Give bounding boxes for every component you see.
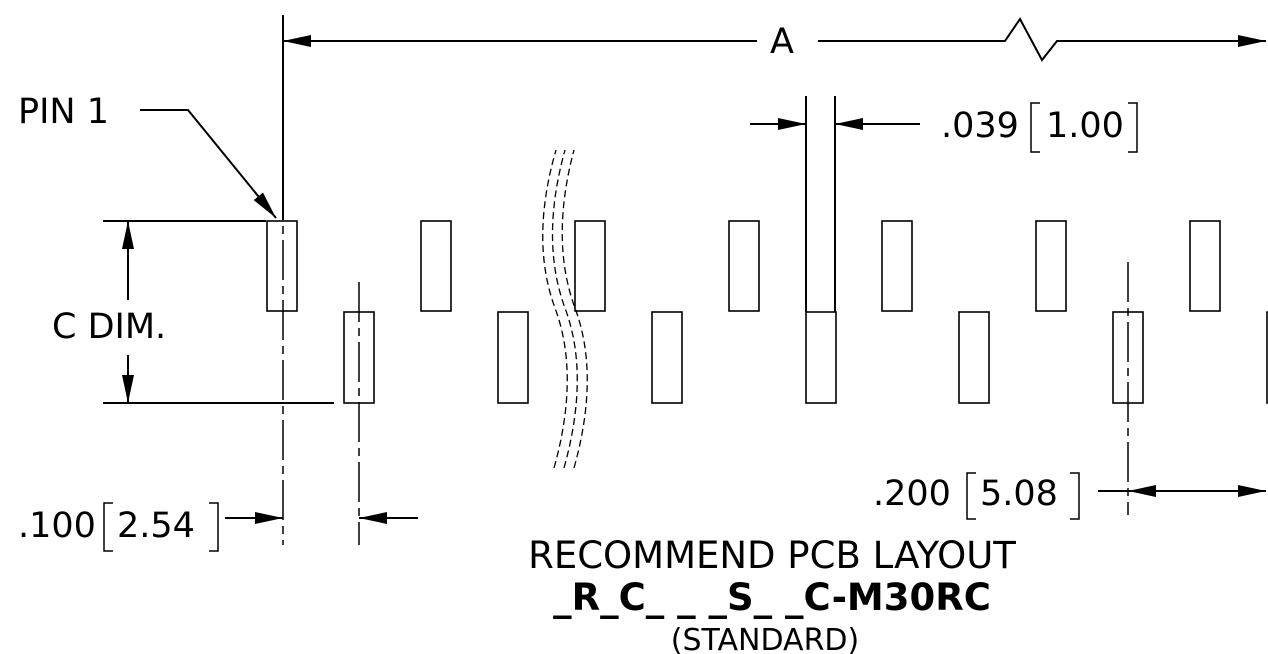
- pin1-leader-arrow: [140, 109, 277, 219]
- arrow-a-right-break: [818, 17, 1266, 62]
- break-lines: [542, 149, 588, 469]
- dimension-a: A: [282, 15, 1266, 220]
- dimension-pitch: .100 2.54: [18, 502, 418, 552]
- dimension-a-label: A: [770, 22, 794, 62]
- center-lines: [282, 180, 1129, 545]
- pad-width-mm-label: 1.00: [1046, 106, 1124, 146]
- bottom-row-pads: [343, 311, 1268, 404]
- pad: [805, 311, 837, 404]
- variant-label: (STANDARD): [671, 623, 859, 654]
- pad: [881, 220, 913, 312]
- top-row-pads: [266, 220, 1221, 312]
- pad: [958, 311, 990, 404]
- dimension-c-label: C DIM.: [52, 307, 166, 347]
- pin1-callout: PIN 1: [18, 92, 277, 219]
- pitch-mm-label: 2.54: [117, 506, 195, 546]
- pad: [420, 220, 452, 312]
- bracket-close: [1128, 102, 1138, 153]
- pad: [1189, 220, 1221, 312]
- pin1-label: PIN 1: [18, 92, 109, 132]
- bracket-open: [103, 502, 113, 552]
- row-pitch-inch-label: .200: [873, 474, 951, 514]
- pad: [1035, 220, 1067, 312]
- dimension-row-pitch: .200 5.08: [873, 472, 1266, 520]
- pad: [728, 220, 760, 312]
- pad: [497, 311, 529, 404]
- drawing-title: RECOMMEND PCB LAYOUT: [528, 534, 1016, 577]
- break-line: [542, 149, 568, 469]
- bracket-open: [966, 472, 976, 520]
- dimension-pad-width: .039 1.00: [750, 96, 1138, 312]
- part-number: _R_C_ _ _S_ _C-M30RC: [553, 576, 991, 619]
- dimension-c: C DIM.: [52, 220, 334, 404]
- pad: [651, 311, 683, 404]
- title-block: RECOMMEND PCB LAYOUT _R_C_ _ _S_ _C-M30R…: [528, 534, 1016, 654]
- break-line: [561, 149, 588, 469]
- pad-width-inch-label: .039: [941, 106, 1019, 146]
- pad-pin1: [266, 220, 298, 312]
- pitch-inch-label: .100: [18, 506, 96, 546]
- bracket-close: [1070, 472, 1080, 520]
- row-pitch-mm-label: 5.08: [980, 474, 1058, 514]
- bracket-open: [1030, 102, 1040, 153]
- break-line: [551, 149, 578, 469]
- pad: [574, 220, 606, 312]
- bracket-close: [209, 502, 219, 552]
